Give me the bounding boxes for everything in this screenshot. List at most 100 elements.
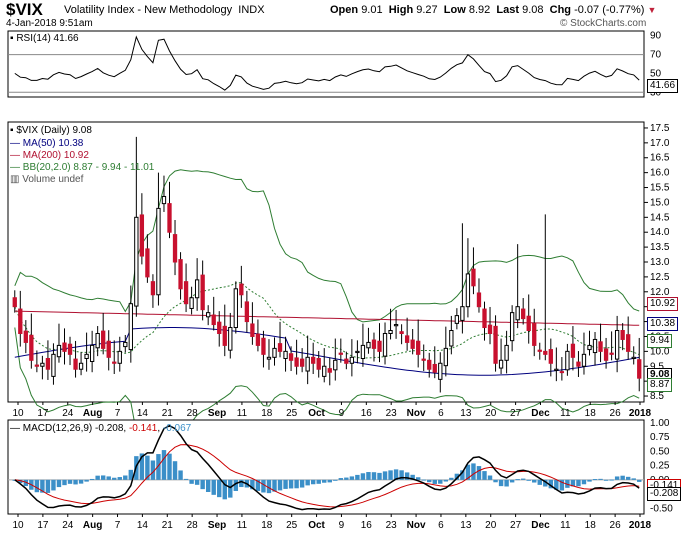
candle-body	[283, 350, 288, 360]
x-axis-label: 18	[261, 408, 273, 419]
candle-body	[217, 321, 222, 334]
price-panel: 17.5 17.0 16.5 16.0 15.5 15.0 14.5 14.0 13.5 13.0…	[7, 121, 670, 448]
macd-hist-bar	[305, 479, 310, 486]
candle-body	[311, 356, 316, 364]
macd-hist-bar	[614, 476, 620, 480]
candle-body	[454, 315, 460, 324]
x-axis-label: 21	[162, 520, 174, 531]
candle-body	[360, 344, 366, 360]
macd-value-tag: -0.208	[647, 487, 682, 501]
x-axis-label: 20	[485, 408, 497, 419]
candle-body	[471, 268, 476, 287]
signal-line	[14, 444, 640, 508]
macd-hist-bar	[410, 474, 415, 480]
candle-body	[333, 359, 338, 371]
rsi-line	[14, 35, 640, 91]
candle-body	[416, 340, 421, 355]
candle-body	[305, 356, 310, 372]
candle-body	[515, 306, 520, 321]
macd-hist-bar	[520, 478, 526, 480]
macd-hist-bar	[371, 472, 377, 480]
candle-body	[587, 344, 592, 351]
macd-hist-bar	[509, 479, 515, 483]
macd-hist-bar	[631, 478, 636, 480]
candle-body	[233, 288, 238, 329]
macd-hist-bar	[222, 479, 227, 500]
macd-hist-bar	[465, 464, 471, 480]
macd-line	[14, 424, 640, 511]
macd-tick-label: -0.50	[650, 503, 673, 514]
x-axis-label: 2018	[629, 408, 652, 419]
ma50-legend: — MA(50) 10.38	[10, 138, 84, 149]
macd-hist-bar	[172, 461, 178, 480]
down-triangle-icon: ▼	[647, 5, 657, 15]
macd-hist-bar	[100, 475, 106, 480]
macd-hist-bar	[112, 477, 117, 480]
symbol: $VIX	[6, 0, 43, 19]
candle-body	[161, 195, 167, 205]
candle-body	[23, 330, 28, 343]
candle-body	[12, 297, 17, 308]
bb-mid-value-tag: 9.94	[647, 334, 673, 348]
macd-hist-bar	[404, 472, 410, 480]
candle-body	[67, 343, 73, 355]
candle-body	[498, 359, 504, 369]
x-axis-label: 10	[12, 408, 24, 419]
macd-hist-bar	[399, 470, 404, 480]
candle-body	[432, 363, 437, 373]
chg-value: -0.07 (-0.77%)	[574, 4, 645, 16]
candle-body	[344, 358, 349, 364]
x-axis-label: 23	[386, 520, 398, 531]
candle-body	[183, 281, 189, 305]
rsi-tick-label: 70	[650, 50, 662, 61]
candle-body	[294, 357, 299, 367]
rsi-tick-label: 90	[650, 31, 662, 42]
candle-body	[626, 334, 631, 352]
x-axis-label: 25	[286, 408, 298, 419]
macd-hist-bar	[393, 469, 399, 480]
security-name-text: Volatility Index - New Methodology	[64, 4, 233, 16]
macd-hist-bar	[189, 479, 194, 484]
macd-tick-label: 1.00	[650, 418, 670, 429]
candle-body	[244, 301, 250, 323]
candle-body	[487, 324, 493, 334]
candle-body	[598, 341, 603, 352]
candle-body	[377, 340, 382, 352]
macd-hist-bar	[554, 479, 559, 490]
bb-low-value-tag: 8.87	[647, 378, 673, 392]
macd-hist-bar	[250, 479, 255, 490]
x-axis-label: 14	[137, 408, 149, 419]
macd-hist-bar	[338, 478, 344, 480]
macd-hist-bar	[299, 479, 305, 488]
macd-hist-bar	[266, 479, 272, 494]
candle-body	[200, 274, 205, 311]
low-value: 8.92	[468, 4, 491, 16]
macd-hist-bar	[587, 479, 592, 482]
candle-body	[460, 306, 465, 321]
candle-body	[239, 283, 244, 296]
candle-body	[178, 259, 183, 290]
candle-body	[211, 314, 216, 326]
macd-hist-bar	[344, 477, 349, 480]
candle-body	[559, 371, 565, 374]
macd-hist-bar	[427, 479, 432, 483]
price-tick-label: 17.5	[650, 123, 670, 134]
macd-legend-value: -0.208	[95, 423, 124, 434]
macd-hist-bar	[559, 479, 565, 491]
candle-body	[614, 330, 620, 360]
macd-hist-bar	[106, 476, 111, 480]
price-legend-main-text: $VIX (Daily) 9.08	[16, 125, 92, 136]
macd-tick-label: 0.25	[650, 461, 670, 472]
x-axis-label: 10	[12, 520, 24, 531]
macd-hist-bar	[84, 479, 89, 482]
price-tick-label: 12.0	[650, 287, 670, 298]
macd-hist-bar	[443, 479, 449, 482]
x-axis-label: 2018	[629, 520, 652, 531]
candle-body	[449, 330, 454, 347]
exchange-label: INDX	[238, 4, 265, 16]
macd-hist-bar	[183, 478, 189, 480]
last-value: 9.08	[522, 4, 544, 16]
macd-hist-bar	[294, 479, 299, 489]
ma50-line	[14, 327, 640, 376]
